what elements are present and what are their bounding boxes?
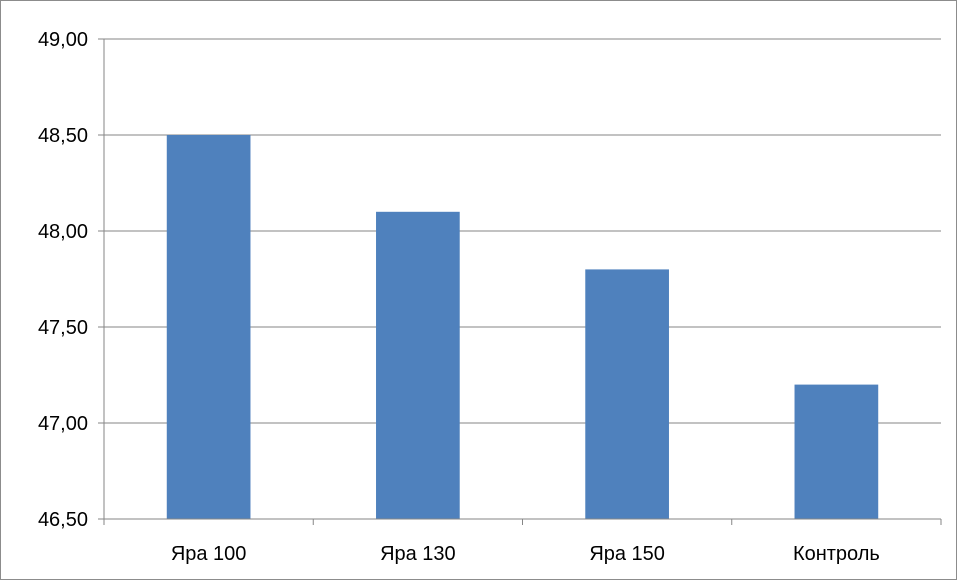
bar — [794, 384, 879, 519]
bars — [166, 135, 879, 520]
x-tick-label: Контроль — [793, 543, 880, 565]
y-tick-label: 46,50 — [38, 509, 88, 531]
y-tick-label: 48,50 — [38, 125, 88, 147]
y-tick-label: 48,00 — [38, 221, 88, 243]
y-tick-label: 49,00 — [38, 29, 88, 51]
bar — [376, 211, 460, 520]
y-tick-label: 47,50 — [38, 317, 88, 339]
bar — [166, 135, 251, 519]
tick-labels: 46,50 47,00 47,50 48,00 48,50 49,00 Яра 100 Яра… — [38, 29, 880, 565]
x-tick-label: Яра 100 — [171, 543, 247, 565]
x-tick-label: Яра 130 — [380, 543, 456, 565]
axes — [98, 38, 942, 525]
y-tick-label: 47,00 — [38, 413, 88, 435]
bar — [585, 269, 669, 519]
x-tick-label: Яра 150 — [589, 543, 665, 565]
